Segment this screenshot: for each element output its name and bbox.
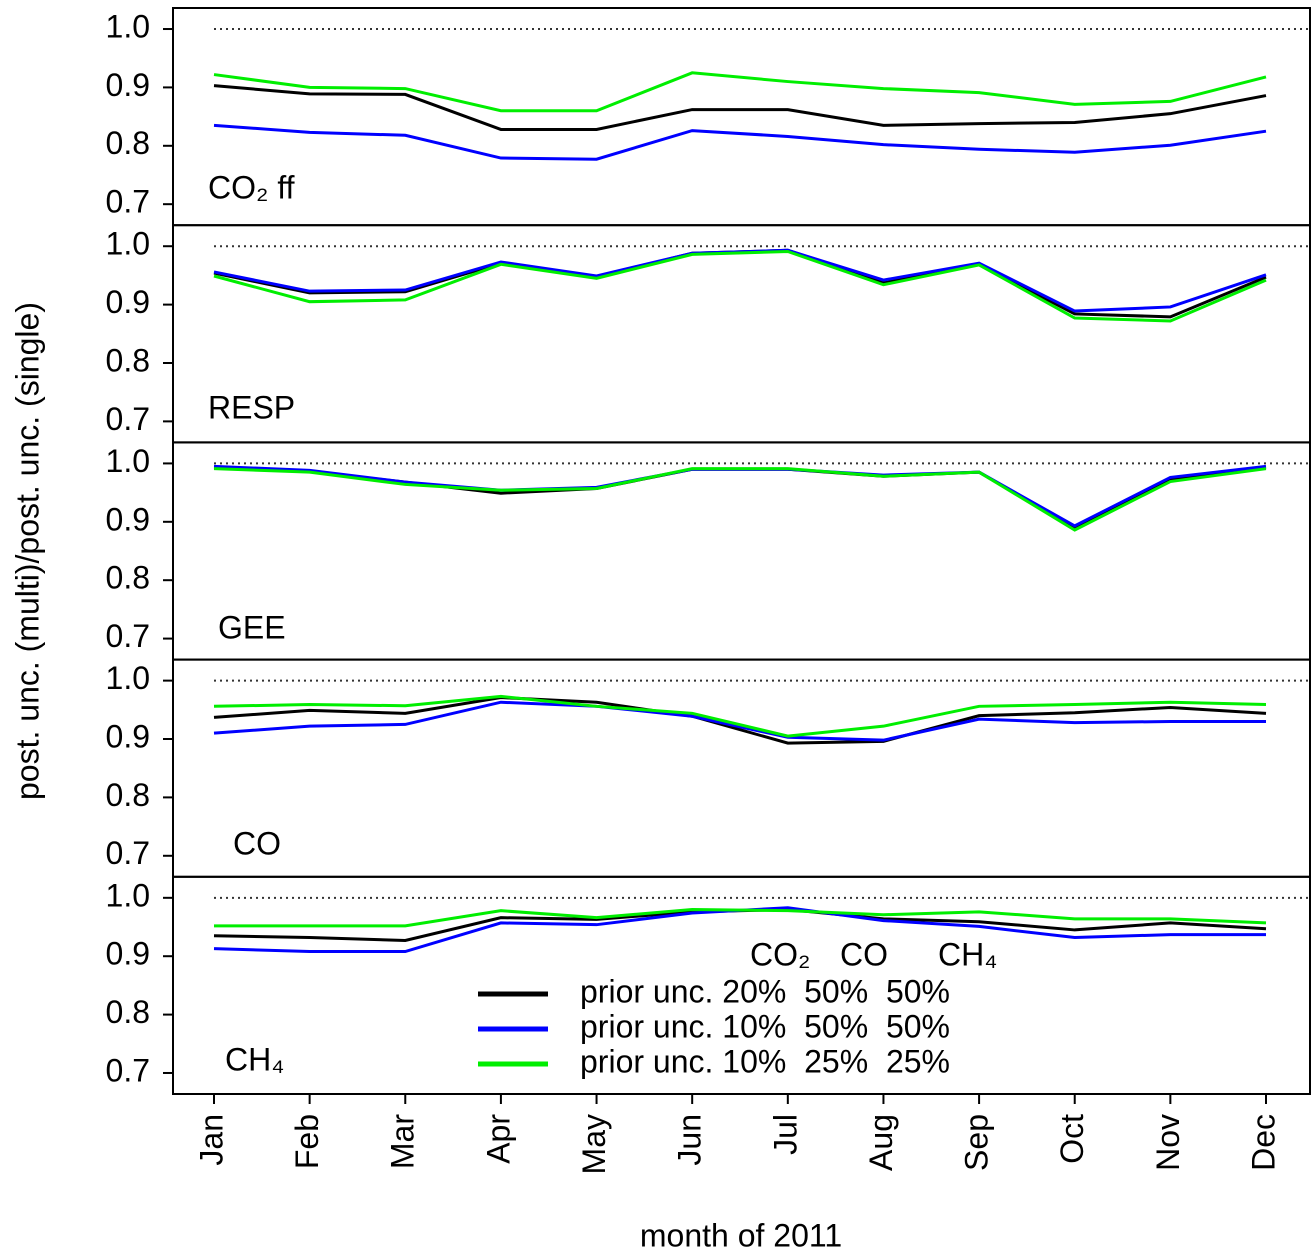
y-tick-label: 0.9 [106, 501, 150, 537]
x-tick-label: Mar [385, 1114, 421, 1169]
y-tick-label: 0.9 [106, 718, 150, 754]
x-tick-label: Jan [193, 1114, 229, 1166]
y-tick-label: 0.9 [106, 936, 150, 972]
y-tick-label: 0.8 [106, 994, 150, 1030]
panel-label: CO [233, 825, 281, 861]
panel-frame [172, 658, 1311, 878]
y-tick-label: 0.8 [106, 777, 150, 813]
series-line [214, 907, 1267, 928]
series-line [213, 700, 1266, 742]
y-tick-label: 0.7 [106, 1052, 150, 1088]
panel-frame [172, 224, 1311, 444]
y-tick-label: 0.9 [106, 284, 150, 320]
y-tick-label: 0.8 [106, 125, 150, 161]
y-tick-label: 1.0 [106, 226, 150, 262]
panel-label: CO₂ ff [208, 169, 295, 205]
y-tick-label: 0.8 [106, 560, 150, 596]
y-tick-label: 1.0 [106, 443, 150, 479]
y-tick-label: 0.7 [106, 618, 150, 654]
series-line [213, 464, 1267, 528]
x-tick-label: Oct [1054, 1114, 1090, 1164]
y-tick-label: 1.0 [106, 660, 150, 696]
x-tick-label: Feb [289, 1114, 325, 1169]
series-line [213, 248, 1267, 319]
series-line [213, 71, 1267, 113]
series-line [213, 123, 1267, 161]
y-axis-label: post. unc. (multi)/post. unc. (single) [9, 302, 45, 800]
x-tick-label: Nov [1150, 1114, 1186, 1171]
legend-header: CH₄ [938, 936, 997, 972]
legend-label: prior unc. 10% 50% 50% [580, 1008, 950, 1044]
legend-header: CO [840, 936, 888, 972]
x-tick-label: Sep [959, 1114, 995, 1171]
legend-label: prior unc. 20% 50% 50% [580, 973, 950, 1009]
x-tick-label: May [576, 1114, 612, 1174]
series-line [213, 249, 1267, 323]
y-tick-label: 1.0 [106, 877, 150, 913]
y-tick-label: 0.8 [106, 342, 150, 378]
panel-label: RESP [208, 389, 295, 425]
x-tick-label: Dec [1245, 1114, 1281, 1171]
panel-label: GEE [218, 609, 286, 645]
legend-label: prior unc. 10% 25% 25% [580, 1043, 950, 1079]
x-tick-label: Jul [767, 1114, 803, 1155]
series-line [213, 84, 1267, 131]
y-tick-label: 1.0 [106, 8, 150, 44]
x-tick-label: Jun [672, 1114, 708, 1166]
series-line [213, 467, 1267, 532]
y-tick-label: 0.7 [106, 401, 150, 437]
y-tick-label: 0.7 [106, 835, 150, 871]
panel-label: CH₄ [225, 1041, 284, 1077]
legend-header: CO₂ [750, 936, 810, 972]
y-tick-label: 0.7 [106, 184, 150, 220]
x-axis-label: month of 2011 [640, 1217, 842, 1253]
x-tick-label: Apr [480, 1114, 516, 1164]
series-line [213, 906, 1266, 954]
x-tick-label: Aug [863, 1114, 899, 1171]
y-tick-label: 0.9 [106, 67, 150, 103]
series-line [213, 694, 1267, 738]
series-line [213, 696, 1267, 745]
